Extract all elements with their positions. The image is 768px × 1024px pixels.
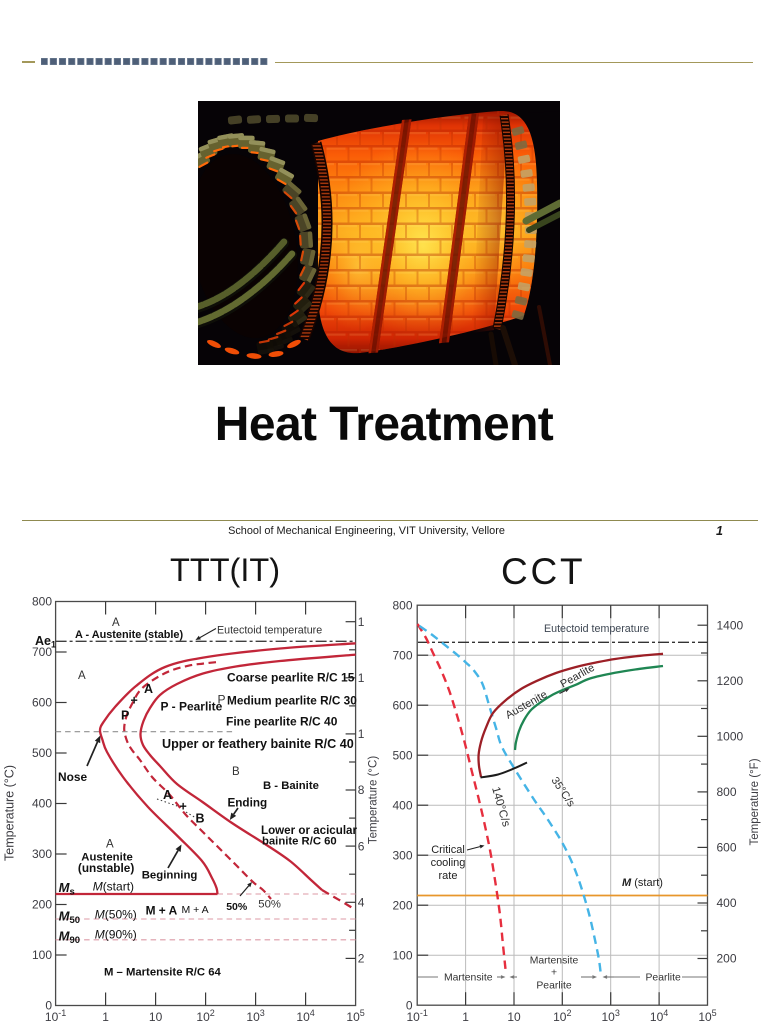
- svg-text:P: P: [121, 709, 129, 723]
- svg-text:4: 4: [358, 896, 365, 910]
- svg-text:A: A: [163, 788, 172, 802]
- svg-text:600: 600: [32, 696, 52, 710]
- svg-text:M (start): M (start): [622, 877, 663, 889]
- svg-text:Temperature (°F): Temperature (°F): [749, 758, 761, 845]
- svg-text:Medium pearlite R/C 30: Medium pearlite R/C 30: [227, 694, 357, 708]
- svg-text:100: 100: [392, 948, 412, 962]
- svg-text:Ae1: Ae1: [35, 634, 56, 650]
- svg-text:Pearlite: Pearlite: [536, 981, 571, 992]
- svg-text:200: 200: [32, 898, 52, 912]
- svg-text:Pearlite: Pearlite: [646, 973, 681, 984]
- svg-text:104: 104: [296, 1008, 314, 1024]
- svg-text:M50: M50: [59, 909, 80, 927]
- svg-text:700: 700: [32, 645, 52, 659]
- svg-text:500: 500: [392, 748, 412, 762]
- svg-text:10: 10: [149, 1010, 163, 1024]
- svg-text:35°C/s: 35°C/s: [549, 775, 578, 810]
- svg-text:Austenite: Austenite: [81, 852, 132, 864]
- svg-text:500: 500: [32, 746, 52, 760]
- svg-text:Eutectoid temperature: Eutectoid temperature: [544, 623, 649, 635]
- svg-text:50%: 50%: [226, 901, 248, 913]
- svg-text:Ending: Ending: [228, 797, 268, 810]
- svg-text:A: A: [106, 839, 114, 851]
- svg-text:Fine pearlite R/C 40: Fine pearlite R/C 40: [226, 715, 338, 729]
- svg-text:M90: M90: [59, 929, 80, 947]
- svg-text:Temperature (°C): Temperature (°C): [3, 765, 17, 861]
- svg-text:bainite R/C 60: bainite R/C 60: [262, 836, 337, 848]
- svg-text:200: 200: [717, 952, 737, 966]
- svg-text:800: 800: [32, 595, 52, 609]
- svg-text:Martensite: Martensite: [530, 956, 579, 967]
- svg-text:M(90%): M(90%): [95, 928, 137, 942]
- svg-text:1400: 1400: [717, 618, 744, 632]
- svg-text:M(start): M(start): [93, 880, 134, 894]
- svg-text:Nose: Nose: [58, 770, 87, 784]
- svg-text:800: 800: [392, 598, 412, 612]
- svg-text:800: 800: [717, 785, 737, 799]
- svg-text:Beginning: Beginning: [142, 870, 198, 882]
- svg-text:400: 400: [32, 797, 52, 811]
- svg-text:cooling: cooling: [431, 857, 466, 869]
- svg-text:105: 105: [346, 1008, 364, 1024]
- svg-text:+: +: [180, 800, 187, 814]
- svg-text:rate: rate: [439, 870, 458, 882]
- svg-text:Eutectoid temperature: Eutectoid temperature: [217, 625, 322, 637]
- svg-text:M(50%): M(50%): [95, 908, 137, 922]
- svg-text:B: B: [232, 766, 240, 778]
- svg-text:+: +: [551, 968, 557, 979]
- svg-text:50%: 50%: [258, 899, 281, 911]
- svg-text:B: B: [196, 812, 205, 826]
- svg-text:1: 1: [358, 727, 365, 741]
- svg-text:400: 400: [717, 896, 737, 910]
- svg-text:700: 700: [392, 648, 412, 662]
- svg-text:Critical: Critical: [431, 844, 465, 856]
- svg-text:(unstable): (unstable): [78, 861, 134, 875]
- svg-text:P: P: [218, 693, 226, 707]
- svg-text:0: 0: [406, 998, 413, 1012]
- svg-text:10-1: 10-1: [407, 1008, 428, 1024]
- svg-text:400: 400: [392, 798, 412, 812]
- svg-text:A: A: [78, 670, 86, 682]
- svg-text:M + A: M + A: [146, 904, 178, 918]
- svg-text:M + A: M + A: [182, 904, 209, 916]
- svg-text:Ms: Ms: [59, 880, 75, 898]
- svg-text:Upper or feathery bainite R/C: Upper or feathery bainite R/C 40: [162, 737, 354, 751]
- svg-text:8: 8: [358, 783, 365, 797]
- svg-text:0: 0: [45, 999, 52, 1013]
- svg-text:10-1: 10-1: [45, 1008, 66, 1024]
- svg-text:1200: 1200: [717, 674, 744, 688]
- svg-text:Lower or acicular: Lower or acicular: [261, 824, 357, 837]
- svg-text:2: 2: [358, 952, 365, 966]
- svg-text:102: 102: [553, 1008, 571, 1024]
- svg-text:1: 1: [358, 615, 365, 629]
- svg-text:A: A: [112, 617, 120, 629]
- svg-text:300: 300: [32, 847, 52, 861]
- svg-text:104: 104: [650, 1008, 668, 1024]
- svg-text:B - Bainite: B - Bainite: [263, 780, 319, 792]
- svg-text:Coarse pearlite R/C 15: Coarse pearlite R/C 15: [227, 671, 355, 685]
- svg-text:1000: 1000: [717, 730, 744, 744]
- svg-text:300: 300: [392, 848, 412, 862]
- svg-text:140°C/s: 140°C/s: [489, 786, 512, 829]
- svg-text:100: 100: [32, 948, 52, 962]
- svg-text:10: 10: [507, 1010, 521, 1024]
- svg-text:1: 1: [462, 1010, 469, 1024]
- svg-text:A - Austenite (stable): A - Austenite (stable): [75, 629, 183, 641]
- svg-text:200: 200: [392, 898, 412, 912]
- svg-text:1: 1: [358, 671, 365, 685]
- svg-text:103: 103: [602, 1008, 620, 1024]
- svg-text:P - Pearlite: P - Pearlite: [161, 700, 223, 714]
- svg-text:+: +: [131, 694, 138, 708]
- svg-text:Temperature (°C): Temperature (°C): [368, 756, 380, 844]
- svg-text:Martensite: Martensite: [444, 973, 493, 984]
- svg-text:103: 103: [246, 1008, 264, 1024]
- svg-text:600: 600: [717, 841, 737, 855]
- svg-text:6: 6: [358, 839, 365, 853]
- svg-text:102: 102: [196, 1008, 214, 1024]
- svg-text:1: 1: [102, 1010, 109, 1024]
- svg-text:A: A: [144, 682, 153, 696]
- svg-text:105: 105: [698, 1008, 716, 1024]
- svg-text:600: 600: [392, 698, 412, 712]
- svg-text:M – Martensite R/C 64: M – Martensite R/C 64: [104, 967, 221, 979]
